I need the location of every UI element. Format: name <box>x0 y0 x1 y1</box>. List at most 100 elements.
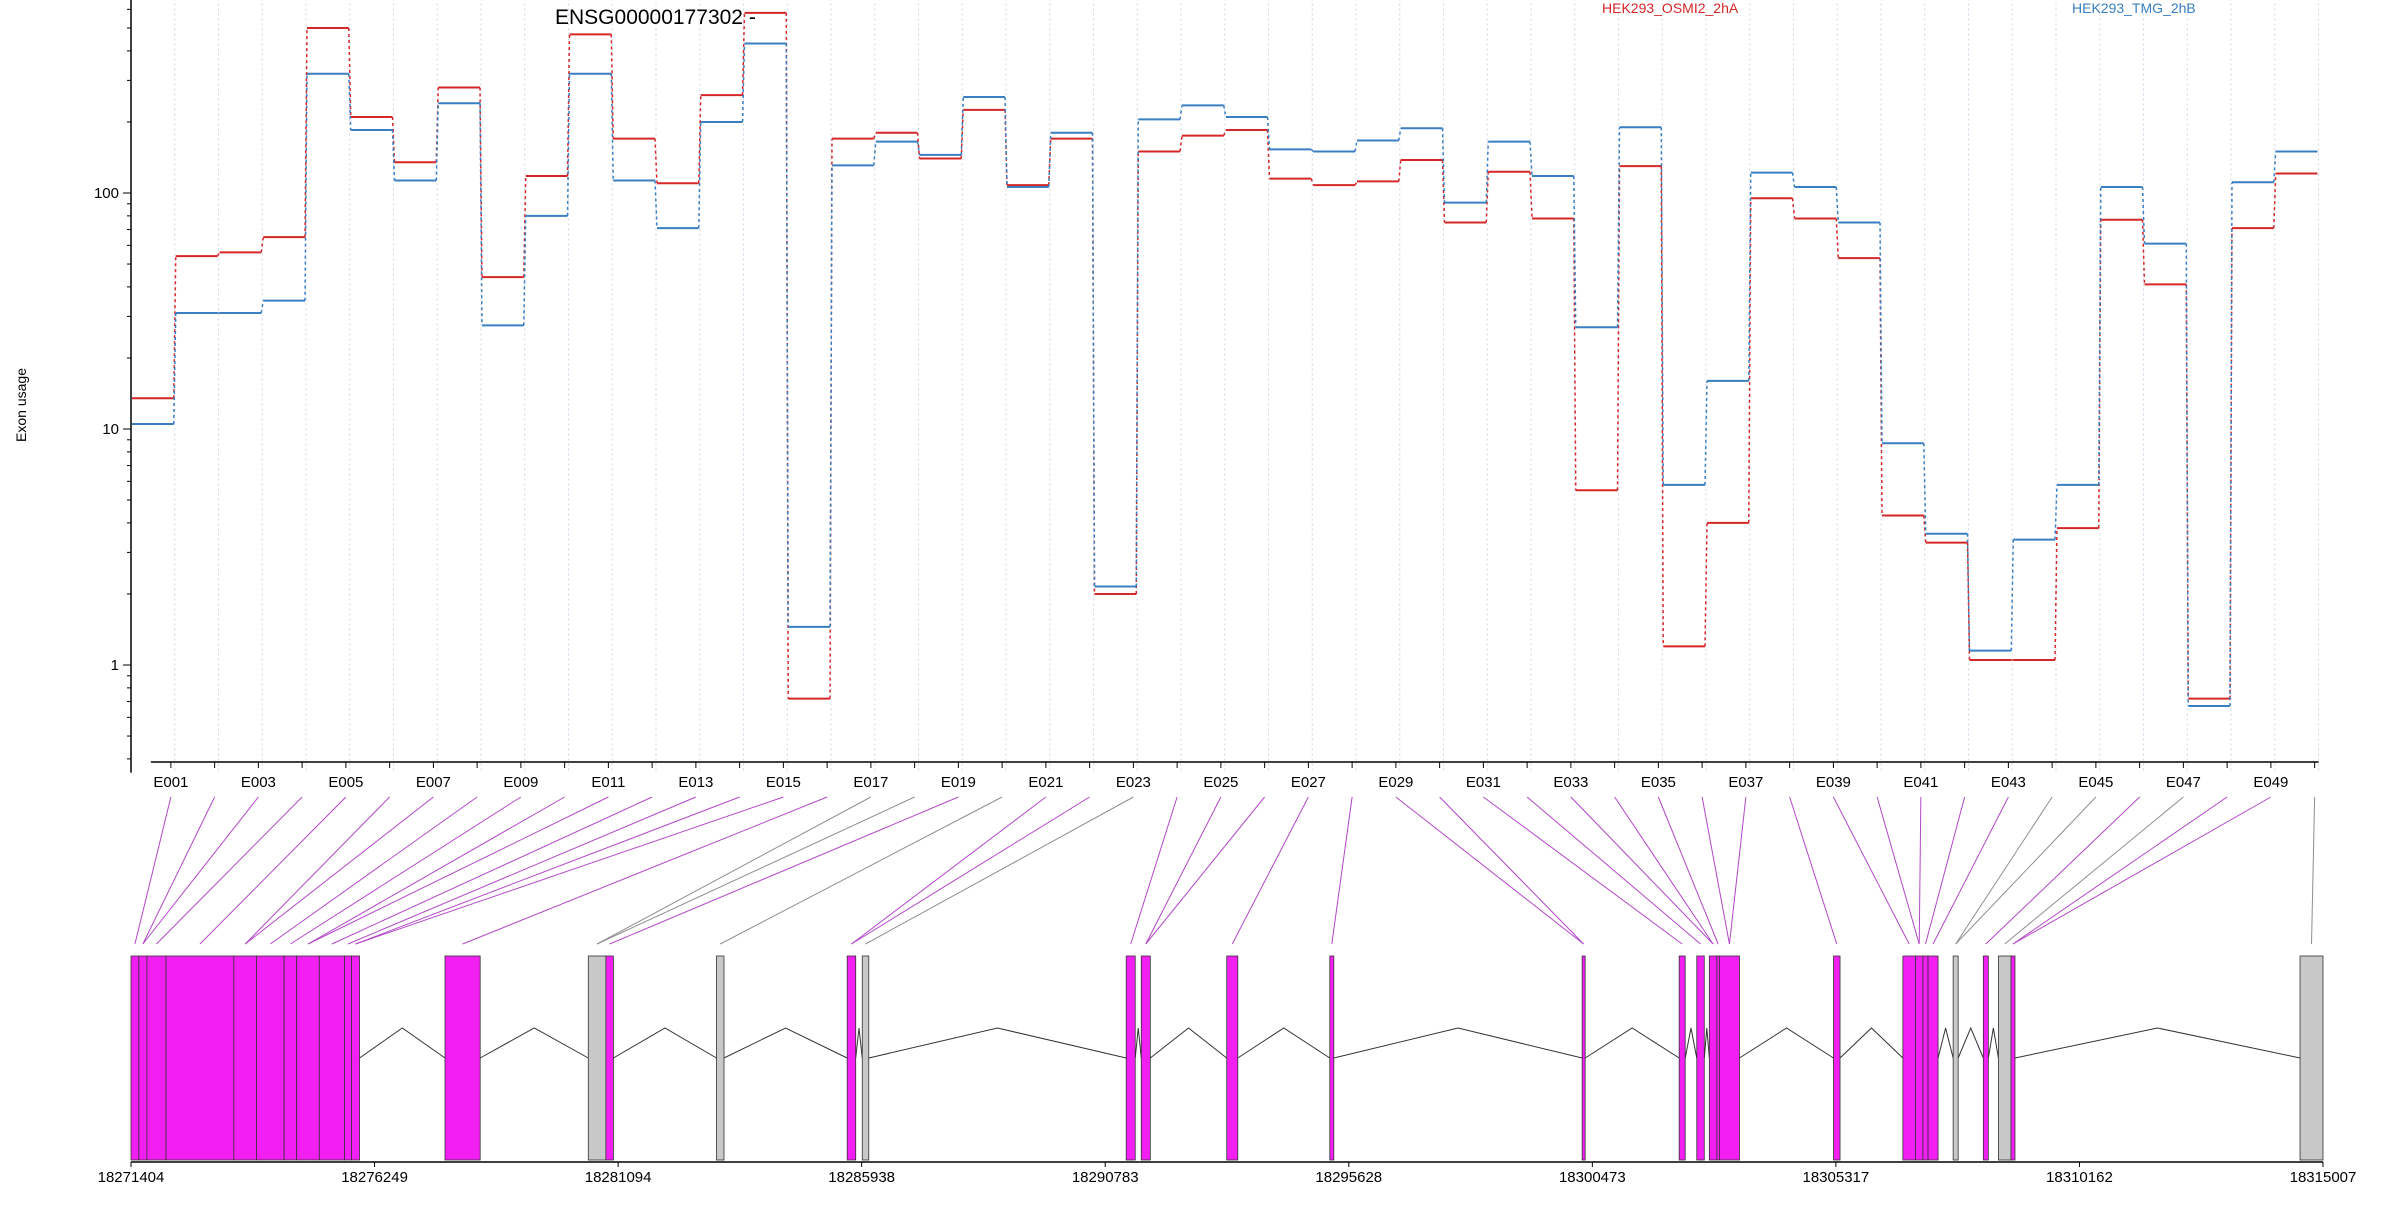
intron-line <box>613 1027 717 1059</box>
series-connector <box>916 141 921 156</box>
series-connector <box>523 215 527 326</box>
series-connector <box>2141 219 2146 285</box>
x-tick-label: E009 <box>503 774 538 791</box>
series-connector <box>1354 181 1358 186</box>
exon-block <box>861 955 870 1161</box>
exon-label-layer: E001 E003 E005 E007 E009 E011 E013 E015 E017 E019… <box>150 761 2319 791</box>
intron-line <box>1739 1027 1834 1059</box>
exon-link-line <box>1145 796 1222 945</box>
exon-link-line <box>1918 796 1922 945</box>
legend-series-2: HEK293_TMG_2hB <box>2072 0 2196 16</box>
exon-link-line <box>1483 796 1683 945</box>
series-connector <box>1310 148 1314 152</box>
exon-block <box>1708 955 1718 1161</box>
series-connector <box>216 252 221 257</box>
chart-title: ENSG00000177302 - <box>555 6 756 29</box>
x-tick-label: E029 <box>1378 774 1413 791</box>
exon-link-line <box>1789 796 1838 945</box>
x-tick-label: E011 <box>591 774 625 791</box>
series-connector <box>654 180 658 229</box>
exon-link-line <box>851 796 1090 945</box>
series-connector <box>829 165 833 627</box>
series-connector <box>1441 128 1446 203</box>
series-connector <box>960 97 964 155</box>
exon-link-line <box>865 796 1134 945</box>
intron-line <box>1839 1027 1904 1059</box>
series-connector <box>741 43 746 122</box>
series-connector <box>873 141 877 166</box>
x-tick-label: E021 <box>1028 774 1063 791</box>
exon-link-line <box>1728 796 1747 945</box>
x-tick-label: E031 <box>1466 774 1501 791</box>
exon-link-line <box>1955 796 2097 945</box>
series-connector <box>479 87 483 278</box>
genome-axis-layer: 18271404 18276249 18281094 18285938 18290783… <box>98 1161 2356 1186</box>
exon-block <box>1997 955 2012 1161</box>
series-connector <box>1485 171 1489 223</box>
y-tick-label: 100 <box>94 185 119 202</box>
series-connector <box>1091 132 1096 587</box>
genome-tick-label: 18281094 <box>585 1169 652 1186</box>
series-connector <box>1485 141 1489 203</box>
exon-link-line <box>1701 796 1730 945</box>
x-tick-label: E043 <box>1991 774 2026 791</box>
exon-block <box>351 955 360 1161</box>
exon-link-line <box>2004 796 2184 945</box>
series-connector <box>1004 97 1008 188</box>
exon-link-line <box>1985 796 2140 945</box>
exon-link-line <box>851 796 1047 945</box>
exon-link-line <box>720 796 1003 945</box>
intron-line <box>1134 1027 1142 1059</box>
series-connector <box>2185 243 2189 707</box>
exon-block <box>846 955 857 1161</box>
intron-layer <box>359 1026 2301 1059</box>
series-connector <box>1573 176 1577 328</box>
series-connector <box>1704 522 1708 647</box>
intron-line <box>1584 1027 1680 1059</box>
series-connector <box>435 103 439 181</box>
series-connector <box>1966 533 1971 651</box>
exon-link-line <box>2311 796 2316 945</box>
exon-block <box>1927 955 1939 1161</box>
series-connector <box>2098 187 2102 485</box>
exon-block <box>1140 955 1151 1161</box>
exon-link-line <box>1526 796 1701 945</box>
y-tick-label: 10 <box>102 421 119 438</box>
exon-block <box>233 955 257 1161</box>
exon-block <box>1581 955 1586 1161</box>
intron-line <box>479 1027 589 1059</box>
exon-block <box>1982 955 1989 1161</box>
series-connector <box>1923 515 1927 543</box>
series-connector <box>2010 539 2014 651</box>
exon-link-line <box>244 796 390 945</box>
exon-block <box>318 955 345 1161</box>
exon-link-line <box>596 796 872 945</box>
series-connector <box>1223 129 1227 136</box>
series-connector <box>2054 528 2058 661</box>
series-connector <box>260 300 264 314</box>
series-connector <box>1310 178 1314 186</box>
exon-link-line <box>134 796 172 945</box>
exon-link-line <box>355 796 740 945</box>
intron-line <box>855 1027 863 1059</box>
x-tick-label: E005 <box>328 774 363 791</box>
exon-block <box>130 955 140 1161</box>
x-tick-label: E007 <box>416 774 451 791</box>
exon-link-line <box>1130 796 1178 945</box>
exon-block <box>716 955 725 1161</box>
series-connector <box>1529 171 1533 219</box>
series-connector <box>1616 166 1621 491</box>
exon-link-line <box>1439 796 1585 945</box>
intron-line <box>359 1027 446 1059</box>
exon-link-line <box>1925 796 1966 945</box>
exon-block <box>165 955 235 1161</box>
series-connector <box>1966 542 1971 661</box>
series-layer <box>132 11 2318 708</box>
exon-block <box>1125 955 1136 1161</box>
y-tick-label: 1 <box>111 657 119 674</box>
exon-link-line <box>1145 796 1266 945</box>
genome-tick-label: 18305317 <box>1802 1169 1869 1186</box>
x-tick-label: E033 <box>1553 774 1588 791</box>
series-connector <box>916 132 921 159</box>
exon-block <box>2299 955 2324 1161</box>
